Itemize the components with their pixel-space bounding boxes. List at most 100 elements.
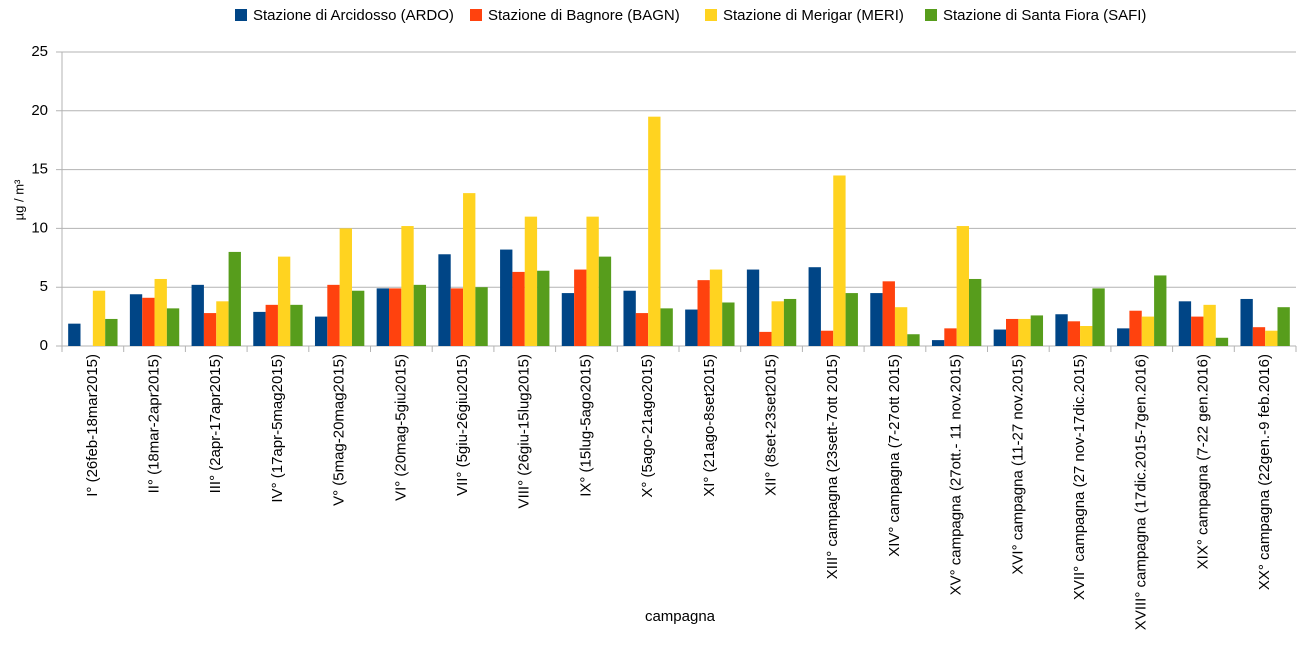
bar bbox=[216, 301, 229, 346]
bar bbox=[1067, 321, 1081, 346]
x-tick-label: XIII° campagna (23sett-7ott 2015) bbox=[824, 354, 841, 579]
bar bbox=[1191, 316, 1204, 346]
y-tick-label: 25 bbox=[31, 43, 48, 60]
bar bbox=[1277, 307, 1290, 346]
bar bbox=[265, 304, 278, 346]
legend-label: Stazione di Arcidosso (ARDO) bbox=[253, 7, 454, 24]
bar bbox=[845, 293, 858, 346]
x-tick-label: IV° (17apr-5mag2015) bbox=[269, 354, 286, 503]
x-tick-label: XII° (8set-23set2015) bbox=[763, 354, 780, 496]
bar bbox=[882, 281, 895, 346]
legend-swatch bbox=[235, 9, 247, 21]
x-tick-label: VIII° (26giu-15lug2015) bbox=[516, 354, 533, 508]
bar bbox=[290, 304, 303, 346]
bar bbox=[808, 267, 821, 346]
bar bbox=[389, 288, 402, 346]
bar bbox=[327, 284, 340, 346]
bar bbox=[685, 309, 698, 346]
bar bbox=[1006, 318, 1019, 346]
x-tick-label: XVII° campagna (27 nov-17dic.2015) bbox=[1071, 354, 1088, 600]
bar bbox=[314, 316, 328, 346]
bar bbox=[500, 249, 513, 346]
bar bbox=[154, 278, 167, 346]
y-axis-title: µg / m³ bbox=[11, 179, 26, 220]
bar bbox=[537, 270, 550, 346]
legend-swatch bbox=[470, 9, 482, 21]
bar bbox=[105, 318, 118, 346]
bar bbox=[142, 297, 155, 346]
bar bbox=[1092, 288, 1105, 346]
bar bbox=[870, 293, 883, 346]
bar bbox=[746, 269, 760, 346]
bar bbox=[771, 301, 784, 346]
bar bbox=[339, 228, 352, 346]
bar bbox=[475, 287, 488, 346]
bar bbox=[1215, 337, 1229, 346]
x-tick-label: V° (5mag-20mag2015) bbox=[331, 354, 348, 506]
y-tick-label: 10 bbox=[31, 219, 48, 236]
bar bbox=[1030, 315, 1044, 346]
bar bbox=[1252, 327, 1266, 346]
bar bbox=[1240, 298, 1253, 346]
bar bbox=[759, 331, 772, 346]
x-tick-label: XVIII° campagna (17dic.2015-7gen.2016) bbox=[1133, 354, 1150, 630]
bar bbox=[968, 278, 982, 346]
y-tick-label: 15 bbox=[31, 161, 48, 178]
bar bbox=[783, 298, 797, 346]
x-tick-label: VI° (20mag-5giu2015) bbox=[392, 354, 409, 501]
x-tick-label: XI° (21ago-8set2015) bbox=[701, 354, 718, 497]
y-tick-label: 0 bbox=[40, 337, 48, 354]
x-tick-label: XIX° campagna (7-22 gen.2016) bbox=[1194, 354, 1211, 569]
bar bbox=[68, 323, 81, 346]
bar bbox=[166, 308, 180, 346]
bar bbox=[574, 269, 587, 346]
bar bbox=[438, 254, 451, 346]
x-tick-label: XVI° campagna (11-27 nov.2015) bbox=[1009, 354, 1026, 575]
bar bbox=[92, 290, 106, 346]
x-tick-label: VII° (5giu-26giu2015) bbox=[454, 354, 471, 496]
x-tick-label: II° (18mar-2apr2015) bbox=[146, 354, 163, 493]
bar bbox=[1055, 314, 1068, 346]
bar bbox=[203, 313, 217, 346]
bar bbox=[253, 311, 266, 346]
x-tick-label: IX° (15lug-5ago2015) bbox=[577, 354, 594, 497]
bar bbox=[1141, 316, 1155, 346]
x-tick-label: XIV° campagna (7-27ott 2015) bbox=[886, 354, 903, 557]
x-tick-label: X° (5ago-21ago2015) bbox=[639, 354, 656, 498]
bar bbox=[1129, 310, 1142, 346]
bar bbox=[722, 302, 735, 346]
bar bbox=[944, 328, 957, 346]
bar bbox=[191, 284, 204, 346]
x-tick-label: XX° campagna (22gen.-9 feb.2016) bbox=[1256, 354, 1273, 590]
bar bbox=[1018, 318, 1031, 346]
x-tick-label: I° (26feb-18mar2015) bbox=[84, 354, 101, 497]
legend-label: Stazione di Merigar (MERI) bbox=[723, 7, 904, 24]
bar bbox=[623, 290, 636, 346]
bar bbox=[1117, 328, 1130, 346]
bar bbox=[450, 288, 464, 346]
bar bbox=[512, 271, 525, 346]
bar bbox=[907, 334, 920, 346]
y-tick-label: 5 bbox=[40, 278, 48, 295]
bar bbox=[697, 280, 710, 346]
x-tick-label: XV° campagna (27ott.- 11 nov.2015) bbox=[948, 354, 965, 595]
bar bbox=[709, 269, 723, 346]
bar bbox=[635, 313, 649, 346]
bar bbox=[401, 226, 414, 346]
bar bbox=[660, 308, 673, 346]
bar bbox=[833, 175, 846, 346]
bar bbox=[277, 256, 291, 346]
bar bbox=[129, 294, 143, 346]
legend-swatch bbox=[705, 9, 717, 21]
x-axis-title: campagna bbox=[645, 608, 716, 625]
bar bbox=[648, 116, 661, 347]
bar bbox=[524, 216, 538, 346]
bar bbox=[1178, 301, 1192, 346]
bar bbox=[561, 293, 575, 346]
bar bbox=[820, 330, 834, 346]
legend-label: Stazione di Santa Fiora (SAFI) bbox=[943, 7, 1146, 24]
bar bbox=[993, 329, 1007, 346]
bar bbox=[1203, 304, 1216, 346]
